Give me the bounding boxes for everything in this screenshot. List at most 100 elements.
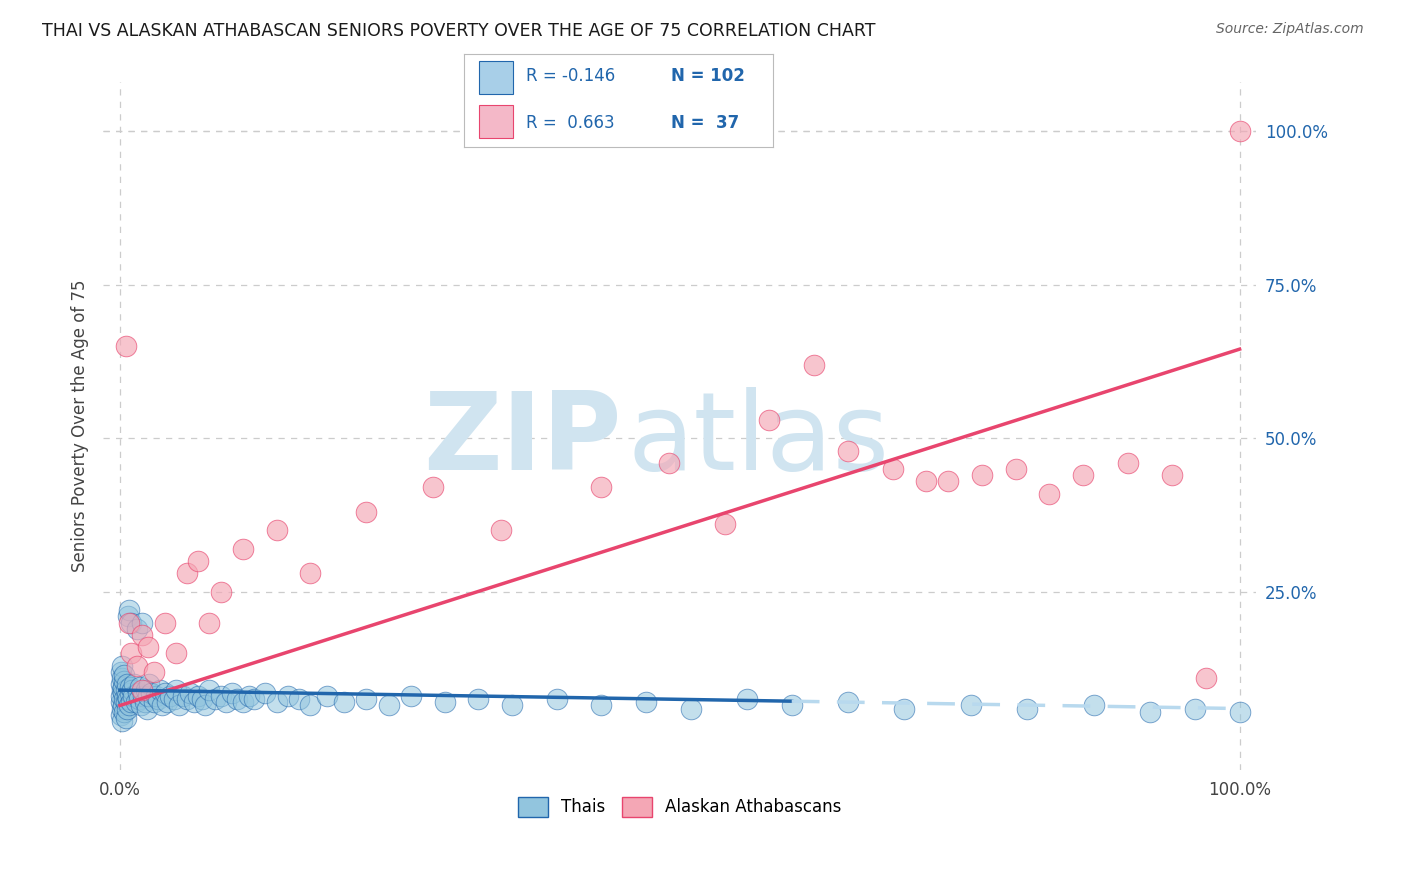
Point: [118, 680, 141, 694]
Point: [758, 413, 780, 427]
Point: [254, 686, 277, 700]
Point: [277, 690, 299, 704]
Point: [837, 695, 859, 709]
Point: [129, 698, 152, 713]
Point: [138, 677, 160, 691]
Point: [118, 686, 141, 700]
Point: [134, 695, 156, 709]
Point: [183, 695, 205, 709]
Point: [179, 686, 201, 700]
Point: [1184, 701, 1206, 715]
Point: [110, 690, 132, 704]
Point: [433, 695, 456, 709]
Point: [121, 683, 143, 698]
Point: [399, 690, 422, 704]
Point: [591, 480, 613, 494]
Point: [165, 646, 187, 660]
Point: [221, 686, 243, 700]
Point: [299, 698, 322, 713]
Point: [145, 690, 167, 704]
Point: [132, 690, 155, 704]
Point: [232, 541, 254, 556]
Point: [893, 701, 915, 715]
Point: [129, 680, 152, 694]
Point: [115, 690, 138, 704]
Point: [142, 665, 165, 679]
Point: [354, 505, 377, 519]
Point: [467, 692, 489, 706]
Point: [422, 480, 444, 494]
Point: [146, 692, 169, 706]
Point: [316, 690, 339, 704]
Point: [1004, 462, 1026, 476]
Point: [489, 524, 512, 538]
Point: [136, 640, 159, 654]
Point: [1071, 468, 1094, 483]
Point: [266, 695, 288, 709]
Point: [679, 701, 702, 715]
Point: [165, 683, 187, 698]
Point: [131, 683, 153, 698]
FancyBboxPatch shape: [479, 105, 513, 138]
Point: [198, 615, 221, 630]
Point: [127, 686, 149, 700]
Point: [501, 698, 523, 713]
Point: [110, 707, 132, 722]
Point: [117, 609, 139, 624]
Point: [112, 680, 135, 694]
Point: [111, 658, 134, 673]
Point: [114, 711, 136, 725]
Point: [169, 698, 191, 713]
Point: [187, 690, 209, 704]
Point: [198, 683, 221, 698]
Point: [1229, 705, 1251, 719]
Legend: Thais, Alaskan Athabascans: Thais, Alaskan Athabascans: [512, 790, 848, 823]
Point: [215, 695, 238, 709]
Point: [780, 698, 803, 713]
Point: [1139, 705, 1161, 719]
Point: [112, 667, 135, 681]
Point: [194, 698, 217, 713]
Point: [152, 698, 174, 713]
Text: Source: ZipAtlas.com: Source: ZipAtlas.com: [1216, 22, 1364, 37]
Point: [110, 665, 132, 679]
Point: [112, 673, 135, 688]
Point: [118, 603, 141, 617]
Point: [713, 517, 735, 532]
Point: [1038, 486, 1060, 500]
Point: [176, 566, 198, 581]
Point: [120, 615, 142, 630]
Point: [128, 692, 150, 706]
Point: [135, 701, 157, 715]
Point: [190, 692, 212, 706]
Point: [354, 692, 377, 706]
Point: [882, 462, 904, 476]
Point: [112, 698, 135, 713]
Point: [238, 690, 260, 704]
Point: [1083, 698, 1105, 713]
Point: [658, 456, 681, 470]
Point: [136, 690, 159, 704]
Point: [125, 658, 148, 673]
Point: [163, 692, 186, 706]
Point: [120, 646, 142, 660]
Point: [591, 698, 613, 713]
Point: [125, 622, 148, 636]
Point: [159, 690, 181, 704]
Point: [915, 475, 938, 489]
Point: [120, 695, 142, 709]
Point: [131, 615, 153, 630]
Point: [112, 692, 135, 706]
Point: [111, 683, 134, 698]
Point: [117, 692, 139, 706]
Point: [142, 695, 165, 709]
Point: [111, 714, 134, 728]
Point: [960, 698, 983, 713]
FancyBboxPatch shape: [479, 61, 513, 94]
Point: [115, 677, 138, 691]
Point: [172, 690, 194, 704]
Text: N =  37: N = 37: [671, 114, 740, 132]
Point: [176, 692, 198, 706]
Point: [803, 358, 825, 372]
Y-axis label: Seniors Poverty Over the Age of 75: Seniors Poverty Over the Age of 75: [72, 280, 89, 572]
